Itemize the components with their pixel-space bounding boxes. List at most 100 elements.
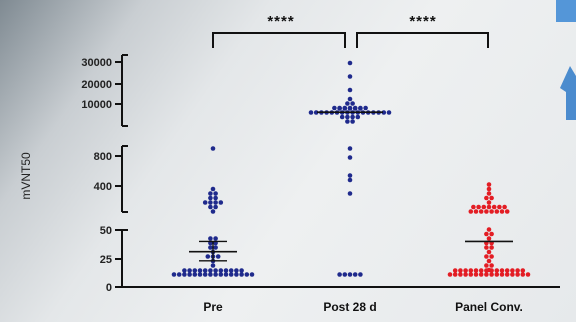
data-point — [352, 272, 358, 277]
data-point — [489, 245, 494, 250]
data-point — [499, 272, 505, 277]
data-point — [504, 272, 510, 277]
data-point — [504, 268, 510, 273]
data-point — [239, 268, 244, 273]
data-point — [473, 268, 479, 273]
data-point — [486, 200, 492, 205]
data-point — [249, 272, 255, 277]
data-point — [332, 105, 337, 111]
data-point — [244, 272, 250, 277]
data-point — [202, 272, 208, 277]
data-point — [484, 272, 489, 277]
data-point — [218, 268, 224, 273]
data-point — [486, 227, 492, 232]
data-point — [213, 200, 218, 205]
data-point — [489, 254, 494, 259]
data-point — [484, 268, 489, 273]
data-point — [355, 114, 361, 120]
data-point — [208, 204, 213, 210]
data-point — [210, 209, 216, 214]
significance-label-2: **** — [409, 13, 436, 30]
y-axis: 0 25 50 400 800 10000 20000 30000 — [81, 54, 128, 294]
data-point — [187, 268, 192, 273]
data-point — [502, 204, 507, 210]
data-point — [486, 249, 492, 255]
data-point — [478, 209, 484, 214]
data-point — [208, 268, 213, 273]
data-point — [176, 272, 182, 277]
data-point — [484, 254, 489, 259]
data-point — [223, 268, 229, 273]
data-point — [458, 272, 463, 277]
data-point — [499, 209, 505, 214]
data-point — [468, 272, 474, 277]
data-point — [486, 204, 492, 210]
data-point — [215, 254, 221, 259]
significance-bracket-2: **** — [356, 13, 489, 48]
data-point — [213, 272, 218, 277]
data-point — [192, 268, 198, 273]
data-point — [187, 272, 192, 277]
data-point — [347, 177, 353, 183]
y-axis-label: mVNT50 — [19, 152, 33, 200]
data-point — [471, 204, 476, 210]
data-point — [452, 272, 458, 277]
data-point — [337, 106, 342, 111]
data-point — [350, 101, 355, 106]
data-point — [491, 204, 497, 210]
data-point — [308, 110, 314, 115]
data-point — [239, 272, 244, 277]
data-point — [358, 272, 363, 277]
data-point — [337, 272, 342, 277]
data-point — [489, 263, 494, 268]
data-point — [515, 272, 520, 277]
data-point — [458, 268, 463, 273]
data-point — [208, 272, 213, 277]
y-tick-label: 50 — [100, 225, 112, 237]
data-point — [210, 263, 216, 268]
data-point — [347, 106, 353, 111]
data-point — [342, 106, 348, 111]
data-point — [504, 209, 510, 214]
data-point — [228, 268, 234, 273]
data-point — [484, 209, 489, 214]
data-point — [213, 245, 218, 250]
data-point — [345, 114, 350, 120]
data-point — [347, 96, 353, 102]
data-point — [484, 231, 489, 237]
data-point — [182, 268, 187, 273]
data-point — [208, 245, 213, 250]
data-point — [463, 268, 468, 273]
data-point — [468, 268, 474, 273]
decorative-arrow-icon — [556, 0, 576, 120]
data-point — [223, 272, 229, 277]
data-point — [345, 101, 350, 106]
data-point — [468, 209, 474, 214]
y-tick-label: 20000 — [81, 79, 112, 91]
data-point — [218, 272, 224, 277]
data-point — [520, 268, 526, 273]
data-point — [213, 204, 218, 210]
data-point — [347, 272, 353, 277]
data-point — [358, 106, 363, 111]
data-point — [489, 231, 494, 237]
data-point — [486, 236, 492, 241]
data-point — [208, 195, 213, 201]
data-point — [202, 268, 208, 273]
data-point — [489, 209, 494, 214]
data-point — [484, 195, 489, 201]
data-point — [347, 146, 353, 151]
data-point — [510, 268, 515, 273]
data-point — [478, 272, 484, 277]
data-point — [345, 119, 350, 124]
data-point — [347, 173, 353, 178]
significance-label-1: **** — [267, 13, 294, 30]
data-point — [192, 272, 198, 277]
data-point — [510, 272, 515, 277]
y-tick-label: 30000 — [81, 57, 112, 69]
data-point — [363, 105, 368, 111]
y-tick-label: 800 — [94, 151, 112, 163]
data-point — [313, 110, 319, 115]
data-point — [347, 191, 353, 196]
